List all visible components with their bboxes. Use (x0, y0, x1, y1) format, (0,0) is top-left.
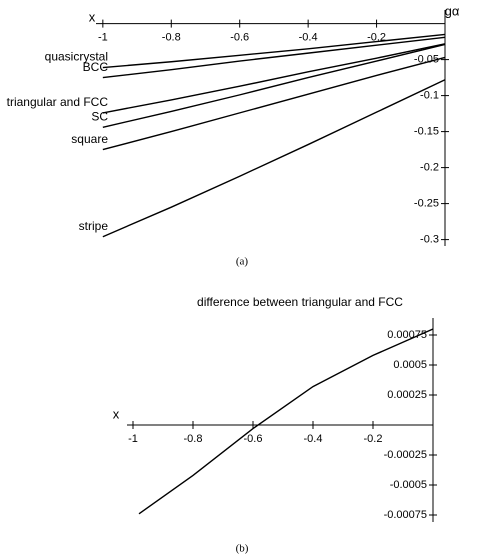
x-tick-label: -1 (128, 433, 138, 445)
y-tick-label: -0.1 (420, 90, 439, 102)
y-tick-label: -0.00025 (384, 449, 427, 461)
x-tick-label: -1 (98, 32, 108, 44)
y-tick-label: -0.25 (414, 198, 439, 210)
y-tick-label: 0.0005 (393, 359, 427, 371)
series-label: SC (91, 109, 108, 123)
x-tick-label: -0.4 (304, 433, 323, 445)
series-line (102, 56, 446, 151)
y-tick-label: -0.3 (420, 234, 439, 246)
x-tick-label: -0.2 (364, 433, 383, 445)
series-label: quasicrystal (45, 50, 108, 64)
series-line (102, 43, 446, 114)
y-tick-label: 0.00075 (387, 329, 427, 341)
x-tick-label: -0.6 (244, 433, 263, 445)
series-line (102, 43, 446, 128)
axis-label: x (89, 9, 96, 24)
caption: (b) (236, 543, 249, 555)
y-tick-label: -0.00075 (384, 509, 427, 521)
axis-label: gα (445, 3, 460, 18)
series-line (102, 36, 446, 79)
x-tick-label: -0.8 (162, 32, 181, 44)
y-tick-label: -0.0005 (390, 479, 427, 491)
x-tick-label: -0.6 (230, 32, 249, 44)
series-label: BCC (83, 60, 109, 74)
y-tick-label: 0.00025 (387, 389, 427, 401)
series-label: stripe (79, 219, 109, 233)
series-line (138, 328, 434, 515)
x-tick-label: -0.8 (184, 433, 203, 445)
y-tick-label: -0.2 (420, 162, 439, 174)
series-label: triangular and FCC (7, 95, 109, 109)
caption: (a) (236, 256, 249, 268)
chart-title: difference between triangular and FCC (197, 295, 403, 309)
series-label: square (71, 132, 108, 146)
series-line (102, 79, 446, 238)
series-line (102, 33, 446, 69)
y-tick-label: -0.05 (414, 54, 439, 66)
axis-label: x (113, 406, 120, 421)
y-tick-label: -0.15 (414, 126, 439, 138)
x-tick-label: -0.4 (299, 32, 318, 44)
